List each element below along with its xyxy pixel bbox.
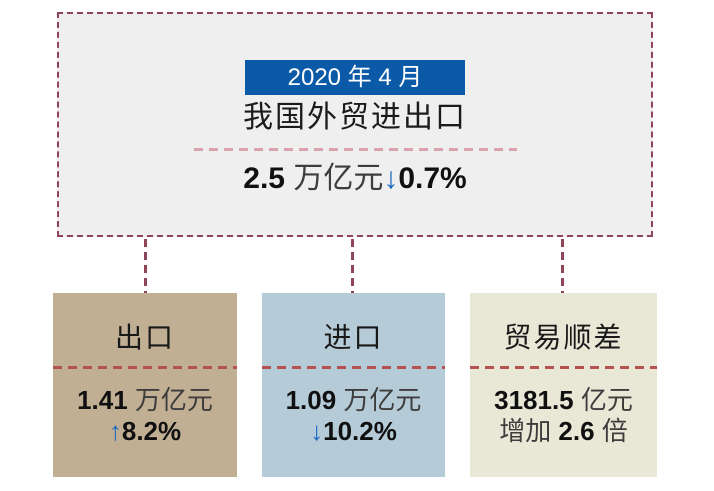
card-export-divider — [53, 366, 237, 369]
summary-box: 2020 年 4 月 我国外贸进出口 2.5 万亿元↓0.7% — [57, 12, 653, 237]
summary-divider — [194, 148, 517, 151]
card-import: 进口 1.09 万亿元 ↓10.2% — [262, 293, 445, 477]
connector-line-import — [351, 239, 354, 293]
down-arrow-icon: ↓ — [383, 162, 399, 195]
card-export: 出口 1.41 万亿元 ↑8.2% — [53, 293, 237, 477]
card-surplus-divider — [470, 366, 657, 369]
import-value: 1.09 — [285, 385, 337, 415]
surplus-change-suffix: 倍 — [594, 416, 628, 446]
card-export-title: 出口 — [114, 322, 175, 353]
export-value: 1.41 — [77, 385, 128, 415]
card-import-change-line: ↓10.2% — [262, 416, 445, 447]
card-surplus: 贸易顺差 3181.5 亿元 增加 2.6 倍 — [470, 293, 657, 477]
connector-line-export — [144, 239, 147, 293]
summary-unit: 万亿元 — [284, 162, 384, 195]
import-unit: 万亿元 — [336, 385, 422, 415]
card-surplus-title: 贸易顺差 — [503, 322, 624, 353]
card-surplus-change-line: 增加 2.6 倍 — [470, 416, 657, 447]
export-unit: 万亿元 — [127, 385, 213, 415]
surplus-unit: 亿元 — [573, 385, 633, 415]
card-import-values: 1.09 万亿元 ↓10.2% — [262, 385, 445, 447]
card-import-title: 进口 — [323, 322, 384, 353]
surplus-value: 3181.5 — [494, 385, 574, 415]
card-surplus-value-line: 3181.5 亿元 — [470, 385, 657, 416]
down-arrow-icon: ↓ — [310, 416, 324, 446]
surplus-change-prefix: 增加 — [499, 416, 559, 446]
card-import-value-line: 1.09 万亿元 — [262, 385, 445, 416]
export-change: 8.2% — [121, 416, 182, 446]
card-export-values: 1.41 万亿元 ↑8.2% — [53, 385, 237, 447]
import-change: 10.2% — [323, 416, 397, 446]
connector-line-surplus — [561, 239, 564, 293]
summary-change: 0.7% — [398, 162, 467, 195]
surplus-change: 2.6 — [558, 416, 595, 446]
card-import-divider — [262, 366, 445, 369]
up-arrow-icon: ↑ — [108, 416, 122, 446]
card-export-value-line: 1.41 万亿元 — [53, 385, 237, 416]
date-badge: 2020 年 4 月 — [245, 60, 465, 95]
summary-stat: 2.5 万亿元↓0.7% — [59, 162, 651, 196]
page-title: 我国外贸进出口 — [243, 101, 467, 134]
summary-value: 2.5 — [243, 162, 285, 195]
card-surplus-values: 3181.5 亿元 增加 2.6 倍 — [470, 385, 657, 447]
card-export-change-line: ↑8.2% — [53, 416, 237, 447]
